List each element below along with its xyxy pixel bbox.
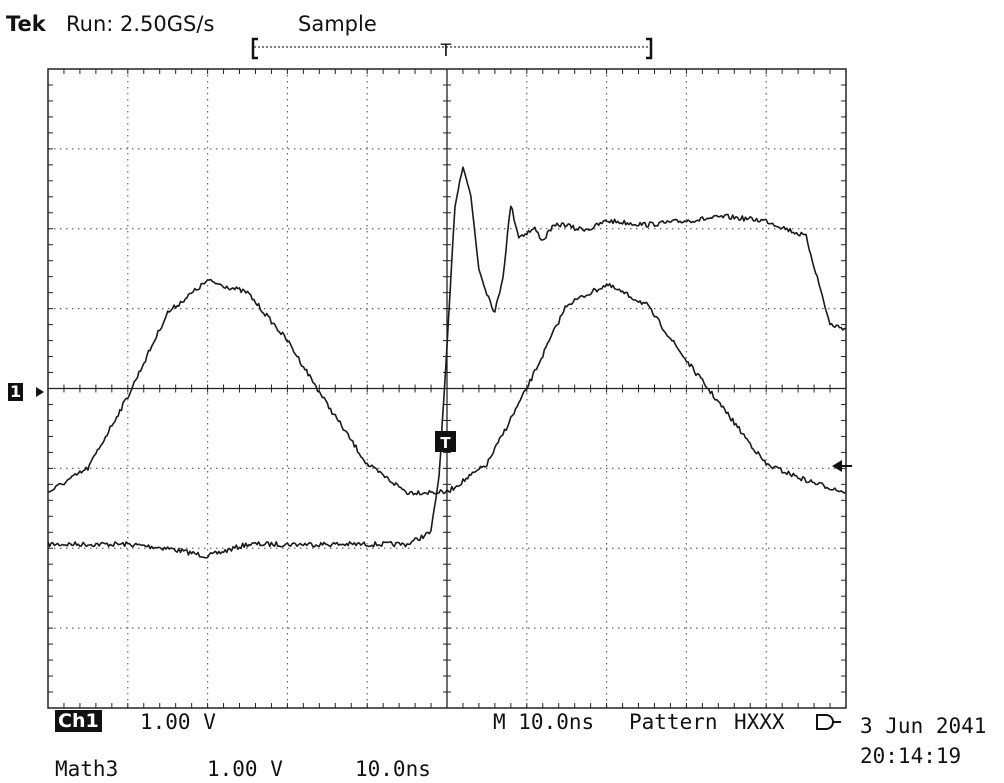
- header-brand: Tek: [6, 12, 46, 36]
- record-bracket-right: [646, 37, 653, 60]
- waveform-trace-2: [47, 278, 847, 496]
- ch1-ground-label: 1: [10, 382, 22, 401]
- ch1-ground-arrow: [36, 387, 44, 397]
- trigger-type: Pattern: [629, 710, 718, 734]
- ch1-ground-marker: 1: [8, 382, 24, 401]
- trigger-position-marker: T: [440, 41, 452, 61]
- math3-label: Math3: [55, 757, 119, 781]
- waveform-trace-1: [47, 166, 847, 559]
- capture-time: 20:14:19: [860, 744, 962, 768]
- horizontal-scale: M 10.0ns: [493, 710, 595, 734]
- run-status: Run: 2.50GS/s: [66, 12, 215, 36]
- math3-timebase: 10.0ns: [355, 757, 431, 781]
- capture-date: 3 Jun 2041: [860, 714, 987, 738]
- trigger-point-label: T: [440, 434, 451, 452]
- math3-scale: 1.00 V: [207, 757, 283, 781]
- acquisition-mode: Sample: [298, 12, 377, 36]
- trigger-level-arrow: [832, 460, 842, 472]
- and-gate-icon: [816, 714, 841, 730]
- record-bracket-left: [251, 37, 258, 60]
- trigger-pattern: HXXX: [734, 710, 785, 734]
- trigger-point-marker: [435, 431, 456, 452]
- ch1-label: Ch1: [55, 710, 102, 732]
- ch1-scale: 1.00 V: [140, 710, 216, 734]
- graticule-border: [47, 68, 847, 709]
